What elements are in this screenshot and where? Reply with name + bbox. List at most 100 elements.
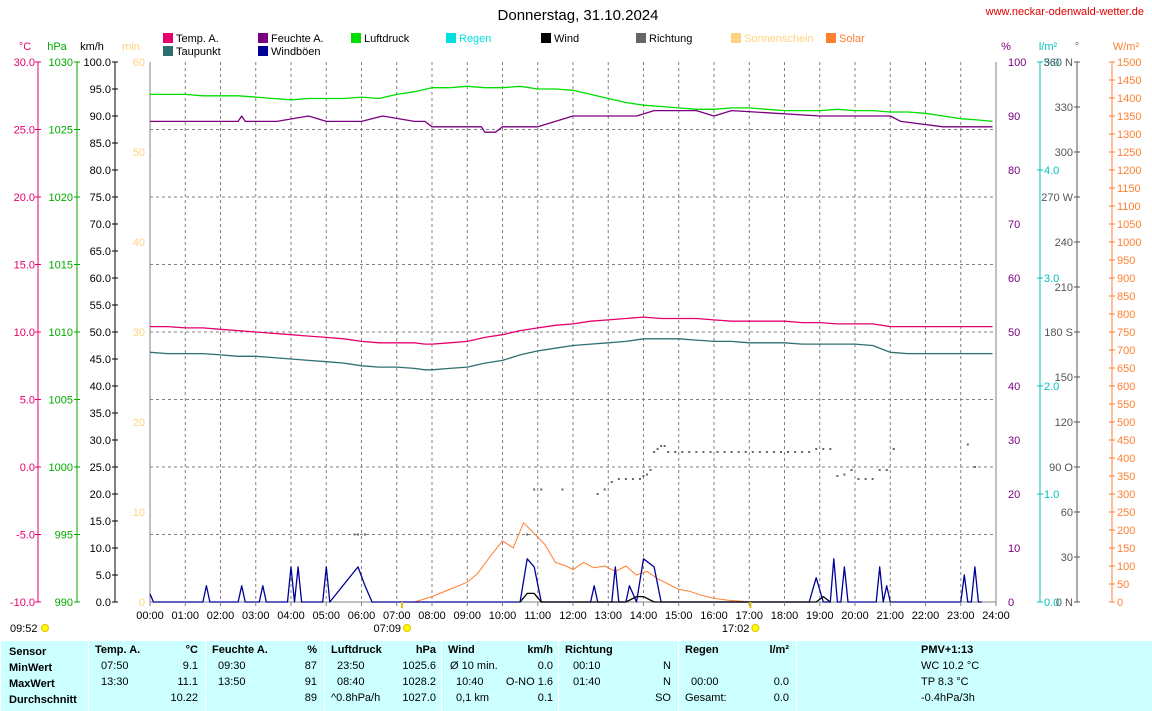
temp-tick: 10.0 [14, 327, 35, 339]
solar-tick: 650 [1117, 363, 1135, 375]
richtung-dot [864, 478, 867, 480]
x-tick-label: 09:00 [453, 610, 481, 622]
richtung-dot [617, 478, 620, 480]
richtung-dot [751, 451, 754, 453]
col-wind: Wind km/h Ø 10 min. 0.0 10:40 O-NO 1.6 0… [441, 641, 559, 711]
rain-max: 0.0 [773, 676, 789, 688]
col-extra: PMV+1:13 WC 10.2 °C TP 8.3 °C -0.4hPa/3h [796, 641, 1152, 711]
richtung-dot [808, 451, 811, 453]
richtung-dot [631, 478, 634, 480]
legend-swatch [826, 33, 836, 43]
direction-tick: 300 [1055, 147, 1073, 159]
solar-tick: 1100 [1117, 201, 1141, 213]
site-url[interactable]: www.neckar-odenwald-wetter.de [985, 6, 1144, 18]
richtung-dot [688, 451, 691, 453]
hdr-humidity-unit: % [307, 644, 317, 656]
hdr-wind: Wind [448, 644, 475, 656]
press-min-time: 23:50 [337, 660, 365, 672]
row-label-min: MinWert [9, 662, 53, 674]
sun-tick: 20 [133, 417, 145, 429]
wind-tick: 80.0 [90, 165, 111, 177]
pressure-tick: 990 [55, 597, 73, 609]
col-direction: Richtung 00:10 N 01:40 N SO [558, 641, 679, 711]
solar-tick: 750 [1117, 327, 1135, 339]
wind-tick: 40.0 [90, 381, 111, 393]
col-pressure: Luftdruck hPa 23:50 1025.6 08:40 1028.2 … [324, 641, 442, 711]
x-tick-label: 02:00 [207, 610, 235, 622]
hdr-temp-unit: °C [185, 644, 198, 656]
sun-tick: 50 [133, 147, 145, 159]
richtung-dot [857, 478, 860, 480]
solar-tick: 600 [1117, 381, 1135, 393]
richtung-dot [787, 451, 790, 453]
solar-tick: 950 [1117, 255, 1135, 267]
richtung-dot [624, 478, 627, 480]
series-solar [414, 522, 750, 603]
hum-max: 91 [304, 676, 317, 688]
x-tick-label: 16:00 [700, 610, 728, 622]
richtung-dot [758, 451, 761, 453]
series-luftdruck [150, 85, 993, 123]
legend-label: Taupunkt [176, 46, 221, 58]
solar-tick: 1250 [1117, 147, 1141, 159]
unit-direction: ° [1075, 41, 1079, 53]
richtung-dot [663, 445, 666, 447]
x-tick-label: 22:00 [912, 610, 940, 622]
sun-tick: 40 [133, 237, 145, 249]
richtung-dot [356, 533, 359, 536]
sunrise-icon [403, 624, 412, 632]
richtung-dot [878, 469, 881, 471]
richtung-dot [723, 451, 726, 453]
dir-max-time: 01:40 [573, 676, 601, 688]
solar-tick: 400 [1117, 453, 1135, 465]
x-tick-label: 03:00 [242, 610, 270, 622]
richtung-dot [794, 451, 797, 453]
wind-max-time: 10:40 [456, 676, 484, 688]
pressure-tick: 995 [55, 530, 73, 542]
press-max-time: 08:40 [337, 676, 365, 688]
direction-tick: 180 S [1044, 327, 1073, 339]
wind-tick: 55.0 [90, 300, 111, 312]
rain-tick: 2.0 [1044, 381, 1059, 393]
legend-swatch [351, 33, 361, 43]
wind-max: O-NO 1.6 [505, 676, 553, 688]
legend-swatch [258, 46, 268, 56]
solar-tick: 1200 [1117, 165, 1141, 177]
wind-tick: 10.0 [90, 543, 111, 555]
solar-tick: 1050 [1117, 219, 1141, 231]
row-label-avg: Durchschnitt [9, 694, 77, 706]
richtung-dot [702, 451, 705, 453]
press-min: 1025.6 [402, 660, 436, 672]
legend-label: Temp. A. [176, 33, 219, 45]
wind-tick: 95.0 [90, 84, 111, 96]
x-tick-label: 08:00 [418, 610, 446, 622]
pressure-tick: 1020 [49, 192, 73, 204]
wind-tick: 70.0 [90, 219, 111, 231]
x-tick-label: 06:00 [348, 610, 376, 622]
col-rain: Regen l/m² 00:00 0.0 Gesamt: 0.0 [678, 641, 797, 711]
richtung-dot [709, 451, 712, 453]
solar-tick: 850 [1117, 291, 1135, 303]
richtung-dot [815, 448, 818, 450]
hdr-temp: Temp. A. [95, 644, 141, 656]
dir-max: N [663, 676, 671, 688]
sun-tick: 60 [133, 57, 145, 69]
temp-tick: 25.0 [14, 125, 35, 137]
richtung-dot [603, 488, 606, 491]
x-tick-label: 19:00 [806, 610, 834, 622]
richtung-dot [744, 451, 747, 453]
richtung-dot [801, 451, 804, 453]
pressure-tick: 1000 [49, 462, 73, 474]
direction-tick: 0 N [1056, 597, 1073, 609]
unit-temp: °C [19, 41, 31, 53]
humidity-tick: 90 [1008, 111, 1020, 123]
wind-avg10: 0.0 [537, 660, 553, 672]
wind-tick: 65.0 [90, 246, 111, 258]
legend-label: Solar [839, 33, 865, 45]
temp-tick: 15.0 [14, 260, 35, 272]
legend-label: Regen [459, 33, 491, 45]
col-humidity: Feuchte A. % 09:30 87 13:50 91 89 [205, 641, 325, 711]
stats-table: Sensor MinWert MaxWert Durchschnitt Temp… [0, 641, 1152, 711]
richtung-dot [638, 478, 641, 480]
richtung-dot [966, 443, 969, 446]
